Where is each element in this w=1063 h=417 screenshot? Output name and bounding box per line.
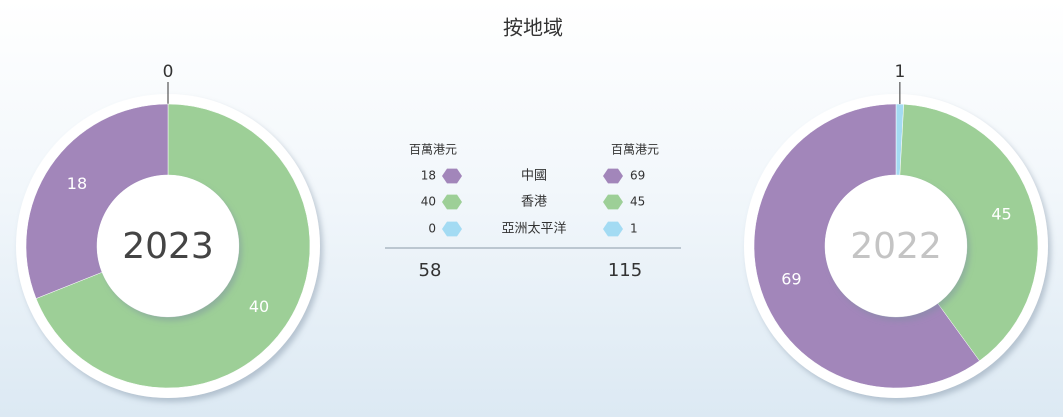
donut-hole	[825, 175, 967, 317]
legend-swatch	[442, 221, 462, 237]
slice-label: 0	[163, 62, 174, 82]
legend-total: 58	[419, 260, 442, 281]
slice-label: 1	[894, 62, 905, 82]
legend-unit: 百萬港元	[611, 143, 659, 157]
slice-label: 69	[781, 269, 801, 288]
legend-swatch	[603, 168, 623, 184]
legend-value: 18	[421, 169, 436, 183]
slice-label: 40	[249, 297, 269, 316]
donut-center-title: 2023	[122, 226, 214, 267]
legend-region: 中國	[521, 169, 547, 184]
legend-unit: 百萬港元	[409, 143, 457, 157]
donut-center-title: 2022	[850, 226, 942, 267]
legend-value: 0	[428, 222, 436, 236]
legend-value: 69	[630, 169, 645, 183]
legend-swatch	[442, 168, 462, 184]
legend-value: 1	[630, 222, 638, 236]
legend-region: 香港	[521, 195, 547, 210]
legend-value: 45	[630, 195, 645, 209]
legend-region: 亞洲太平洋	[501, 222, 566, 237]
page-title: 按地域	[503, 16, 563, 40]
slice-label: 45	[991, 204, 1011, 223]
legend-total: 115	[608, 260, 642, 281]
slice-label: 18	[67, 174, 87, 193]
legend-value: 40	[421, 195, 436, 209]
legend-swatch	[442, 194, 462, 210]
legend-swatch	[603, 221, 623, 237]
legend-swatch	[603, 194, 623, 210]
donut-hole	[97, 175, 239, 317]
